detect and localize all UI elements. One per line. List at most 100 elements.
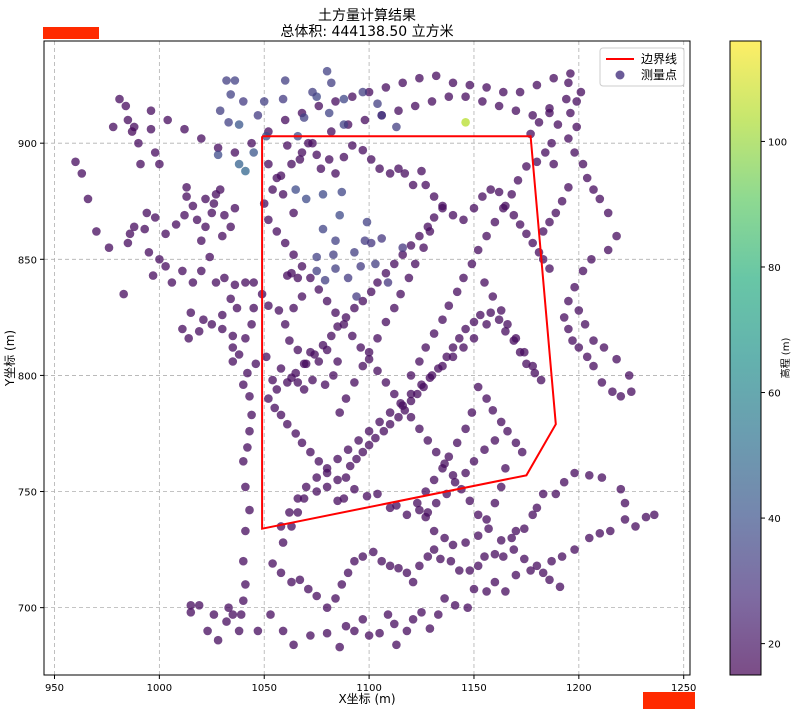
survey-point (358, 447, 368, 457)
survey-point (478, 97, 487, 106)
survey-point (247, 138, 256, 148)
survey-point (230, 280, 240, 290)
survey-point (285, 508, 294, 517)
survey-point (408, 180, 418, 190)
survey-point (589, 361, 598, 371)
survey-point (415, 231, 424, 241)
survey-point (532, 157, 542, 167)
survey-point (71, 157, 80, 167)
colorbar (730, 41, 761, 675)
survey-point (459, 215, 468, 225)
survey-point (494, 101, 504, 111)
red-marker-bottom-right (643, 692, 695, 709)
survey-point (331, 308, 340, 318)
survey-point (272, 385, 282, 394)
survey-point (417, 608, 426, 617)
survey-point (186, 308, 196, 318)
survey-point (564, 324, 573, 334)
survey-point (520, 554, 529, 564)
survey-point (408, 577, 418, 587)
survey-point (241, 526, 250, 536)
survey-point (291, 429, 301, 438)
survey-point (467, 408, 477, 417)
survey-point (532, 503, 542, 513)
survey-point (247, 410, 256, 420)
survey-point (215, 185, 225, 194)
survey-point (406, 412, 416, 422)
survey-point (180, 124, 189, 134)
survey-point (452, 438, 462, 448)
survey-point (108, 122, 118, 132)
survey-point (150, 148, 160, 157)
survey-point (314, 357, 324, 366)
survey-point (228, 357, 238, 366)
survey-point (570, 282, 579, 292)
survey-point (274, 306, 284, 315)
survey-point (161, 262, 170, 271)
survey-point (469, 334, 479, 343)
survey-point (381, 268, 391, 278)
survey-point (194, 601, 204, 610)
colorbar-label: 高程 (m) (779, 338, 792, 379)
survey-point (566, 69, 575, 78)
survey-point (415, 424, 424, 434)
survey-point (507, 533, 516, 543)
survey-point (144, 248, 154, 257)
survey-point (597, 378, 607, 387)
survey-point (333, 475, 342, 485)
survey-point (362, 217, 372, 227)
survey-point (528, 361, 537, 371)
survey-point (348, 141, 357, 150)
survey-point (438, 315, 447, 325)
survey-point (312, 150, 322, 160)
survey-point (461, 538, 470, 547)
survey-point (339, 120, 349, 129)
survey-point (350, 378, 359, 387)
survey-point (566, 108, 575, 118)
survey-point (373, 489, 382, 499)
survey-point (364, 440, 374, 450)
survey-point (377, 111, 387, 120)
survey-point (570, 148, 579, 157)
survey-point (268, 559, 277, 568)
survey-point (182, 192, 191, 201)
survey-point (278, 190, 288, 199)
survey-point (371, 433, 380, 443)
survey-point (314, 285, 324, 294)
survey-point (322, 603, 332, 612)
survey-point (197, 134, 206, 143)
survey-point (480, 445, 489, 455)
legend-marker-swatch (615, 70, 625, 80)
survey-point (473, 561, 483, 571)
survey-point (320, 380, 330, 390)
survey-point (455, 566, 464, 575)
survey-point (312, 487, 322, 496)
survey-point (440, 533, 449, 543)
survey-point (201, 194, 210, 204)
survey-point (488, 406, 498, 415)
survey-point (520, 347, 529, 357)
survey-point (308, 375, 317, 385)
x-tick-label: 1250 (671, 683, 696, 694)
survey-point (534, 118, 544, 127)
survey-point (448, 352, 458, 362)
survey-point (205, 252, 214, 262)
survey-point (234, 159, 244, 169)
survey-point (480, 278, 489, 287)
survey-point (465, 496, 475, 506)
survey-point (226, 222, 235, 232)
survey-point (469, 584, 479, 594)
survey-point (327, 78, 336, 88)
survey-point (197, 236, 206, 245)
survey-point (341, 394, 351, 403)
survey-point (304, 584, 313, 594)
survey-point (249, 148, 258, 157)
legend: 边界线 测量点 (599, 47, 685, 87)
survey-point (213, 635, 223, 645)
survey-point (350, 303, 359, 313)
survey-point (595, 194, 605, 204)
survey-point (509, 210, 519, 220)
survey-point (448, 78, 458, 88)
survey-point (241, 278, 250, 287)
survey-point (429, 329, 439, 338)
